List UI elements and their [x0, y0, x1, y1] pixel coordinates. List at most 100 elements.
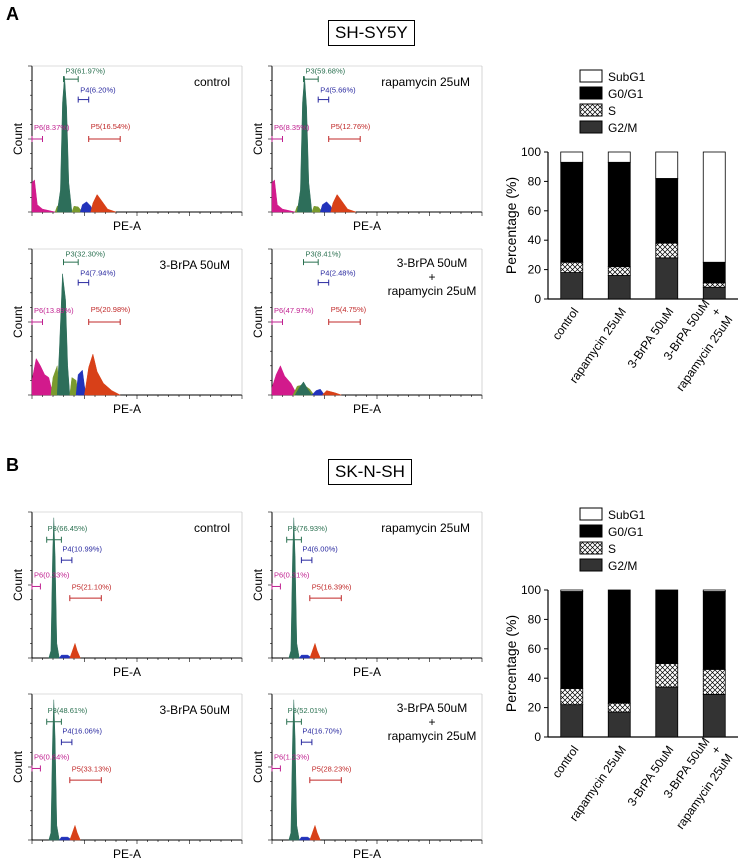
gate-label-p4: P4(16.70%): [302, 726, 342, 735]
legend-swatch-subg1: [579, 507, 603, 521]
x-axis-label: PE-A: [353, 665, 381, 679]
legend-label: G0/G1: [608, 525, 644, 539]
x-axis-label: PE-A: [353, 847, 381, 861]
bar-segment-g0g1: [655, 589, 679, 664]
bar-segment-s: [560, 261, 584, 273]
bar-segment-g0g1: [560, 161, 584, 263]
bar-segment-g0g1: [607, 161, 631, 268]
histogram-segment-3: [311, 205, 323, 213]
histogram-segment-3: [71, 205, 83, 213]
bar-segment-s: [607, 702, 631, 713]
legend-swatch-s: [579, 103, 603, 117]
histogram-segment-0: [288, 699, 300, 841]
histogram-segment-5: [330, 194, 357, 213]
y-axis-label: Count: [11, 750, 25, 783]
histogram-segment-0: [48, 699, 60, 841]
gate-label-p3: P3(61.97%): [66, 66, 106, 75]
gate-label-p3: P3(52.01%): [288, 706, 328, 715]
gate-label-p3: P3(76.93%): [288, 524, 328, 533]
histogram-segment-1: [298, 836, 313, 841]
histogram-segment-2: [296, 76, 313, 213]
bar-segment-subg1: [560, 589, 584, 592]
bar-segment-s: [607, 266, 631, 276]
gate-label-p4: P4(5.66%): [320, 85, 356, 94]
bar-segment-g2m: [702, 286, 726, 300]
histogram-segment-3: [69, 377, 79, 396]
condition-label: rapamycin 25uM: [381, 521, 470, 535]
y-axis-label: Count: [251, 305, 265, 338]
gate-label-p6: P6(1.23%): [274, 753, 310, 762]
cell-line-title-b: SK-N-SH: [328, 459, 412, 485]
histogram-segment-0: [271, 179, 296, 213]
bar-segment-g2m: [607, 275, 631, 300]
gate-label-p4: P4(16.06%): [62, 726, 102, 735]
legend-swatch-subg1: [579, 69, 603, 83]
flow-plot-a-rapamycin: P3(59.68%) P4(5.66%) P6(8.35%) P5(12.76%) ra…: [248, 62, 496, 240]
condition-label-line-0: 3-BrPA 50uM: [397, 256, 467, 270]
y-tick-label: 60: [528, 204, 542, 218]
bar-segment-s: [702, 668, 726, 695]
condition-label: control: [194, 75, 230, 89]
stacked-bar-chart-b: SubG1 G0/G1 S G2/M 0 20 40 60 80 100 Percentage (%…: [500, 500, 750, 865]
bar-segment-g2m: [655, 686, 679, 738]
legend-label: S: [608, 542, 616, 556]
gate-label-p5: P5(33.13%): [72, 764, 112, 773]
condition-label-line-1: +: [428, 715, 435, 729]
category-label: control: [549, 305, 581, 343]
histogram-segment-2: [294, 381, 313, 396]
gate-label-p3: P3(32.30%): [66, 249, 106, 258]
y-tick-label: 60: [528, 642, 542, 656]
y-axis-label: Percentage (%): [503, 615, 519, 712]
flow-plot-b-rapamycin: P3(76.93%) P4(6.00%) P6(0.31%) P5(16.39%) ra…: [248, 508, 496, 686]
legend-label: G2/M: [608, 559, 637, 573]
condition-label-line-2: rapamycin 25uM: [388, 729, 477, 743]
gate-label-p4: P4(6.20%): [80, 85, 116, 94]
bar-segment-s: [655, 663, 679, 688]
histogram-segment-4: [321, 390, 342, 396]
legend-label: S: [608, 104, 616, 118]
legend-swatch-g2m: [579, 558, 603, 572]
histogram-segment-2: [56, 76, 73, 213]
gate-label-p6: P6(8.37%): [34, 123, 70, 132]
histogram-segment-5: [84, 353, 121, 396]
condition-label-line-1: +: [428, 270, 435, 284]
legend-swatch-s: [579, 541, 603, 555]
histogram-segment-2: [69, 642, 81, 659]
y-tick-label: 80: [528, 174, 542, 188]
category-label: control: [549, 743, 581, 781]
histogram-segment-0: [288, 517, 300, 659]
y-tick-label: 100: [521, 145, 541, 159]
histogram-segment-0: [271, 365, 298, 396]
legend-label: SubG1: [608, 508, 646, 522]
bar-segment-g0g1: [655, 178, 679, 244]
legend-label: G2/M: [608, 121, 637, 135]
panel-letter-a: A: [6, 4, 19, 24]
histogram-segment-2: [309, 642, 321, 659]
legend-label: SubG1: [608, 70, 646, 84]
gate-label-p5: P5(21.10%): [72, 582, 112, 591]
histogram-segment-1: [58, 836, 73, 841]
histogram-segment-0: [31, 357, 54, 396]
x-axis-label: PE-A: [353, 402, 381, 416]
gate-label-p3: P3(66.45%): [48, 524, 88, 533]
gate-label-p6: P6(0.33%): [34, 571, 70, 580]
x-axis-label: PE-A: [113, 847, 141, 861]
histogram-segment-1: [58, 654, 73, 659]
condition-label: 3-BrPA 50uM: [160, 703, 230, 717]
flow-plot-a-brpa: P3(32.30%) P4(7.94%) P6(13.89%) P5(20.98%) 3…: [8, 245, 256, 423]
condition-label: control: [194, 521, 230, 535]
y-tick-label: 20: [528, 263, 542, 277]
gate-label-p6: P6(47.97%): [274, 306, 314, 315]
bar-segment-g2m: [560, 704, 584, 738]
condition-label-line-2: rapamycin 25uM: [388, 284, 477, 298]
bar-segment-g2m: [655, 257, 679, 300]
bar-segment-subg1: [560, 151, 584, 163]
x-axis-label: PE-A: [113, 219, 141, 233]
flow-plot-b-combo: P3(52.01%) P4(16.70%) P6(1.23%) P5(28.23%) 3…: [248, 690, 496, 868]
gate-label-p5: P5(20.98%): [91, 305, 131, 314]
gate-label-p6: P6(0.64%): [34, 753, 70, 762]
condition-label: 3-BrPA 50uM: [160, 258, 230, 272]
y-axis-label: Count: [11, 305, 25, 338]
legend-swatch-g0g1: [579, 86, 603, 100]
gate-label-p5: P5(12.76%): [331, 122, 371, 131]
